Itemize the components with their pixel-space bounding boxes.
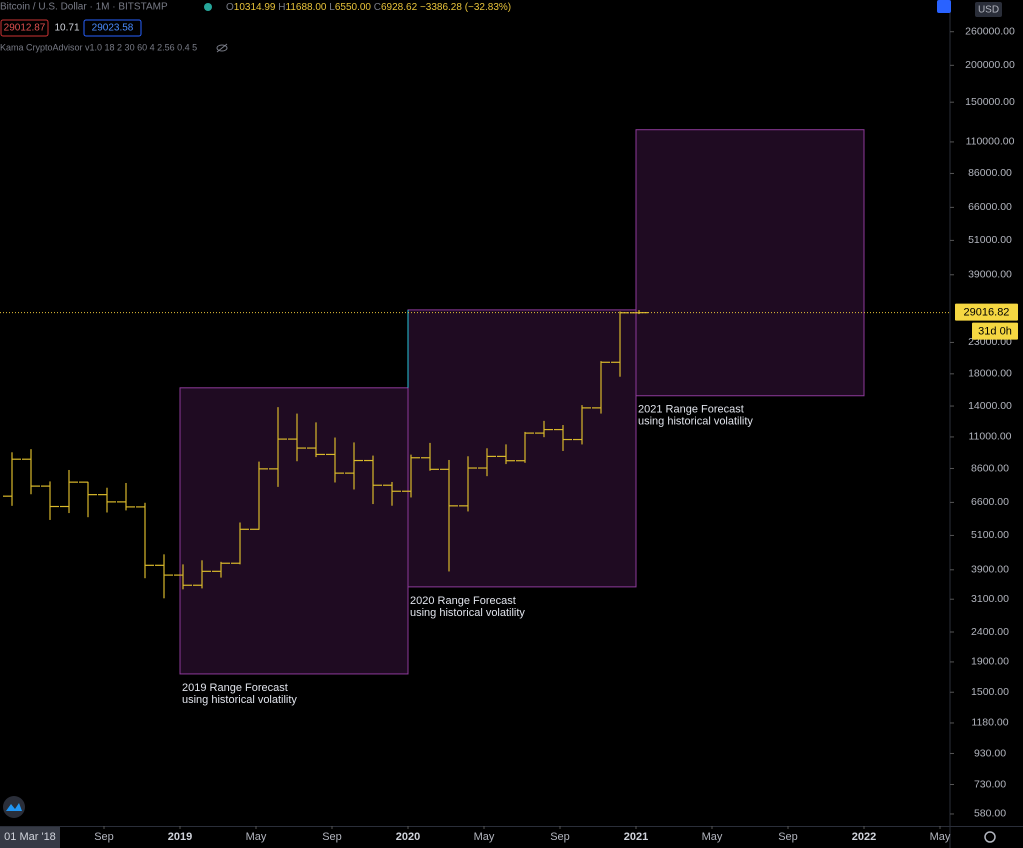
y-tick-label: 2400.00: [971, 626, 1009, 638]
range-label: using historical volatility: [410, 607, 525, 619]
x-tick-label: Sep: [550, 831, 570, 843]
range-box: [179, 387, 409, 675]
visibility-icon[interactable]: [216, 43, 228, 53]
currency: USD: [978, 5, 999, 16]
ohlc-key: L: [329, 2, 335, 13]
logo-mark: [6, 803, 22, 811]
range-label: using historical volatility: [638, 416, 753, 428]
y-tick-label: 930.00: [974, 747, 1006, 759]
y-tick-label: 1900.00: [971, 656, 1009, 668]
y-tick-label: 39000.00: [968, 269, 1012, 281]
indicator[interactable]: Kama CryptoAdvisor v1.0 18 2 30 60 4 2.5…: [0, 42, 197, 52]
x-tick-label: May: [930, 831, 951, 843]
x-tick-label: May: [702, 831, 723, 843]
symbol[interactable]: Bitcoin / U.S. Dollar · 1M · BITSTAMP: [0, 2, 168, 13]
logo[interactable]: [3, 796, 25, 818]
y-tick-label: 18000.00: [968, 368, 1012, 380]
header: Bitcoin / U.S. Dollar · 1M · BITSTAMP O1…: [0, 0, 1002, 53]
range-box: [407, 309, 637, 588]
y-tick-label: 51000.00: [968, 234, 1012, 246]
y-tick-label: 1180.00: [971, 717, 1008, 729]
ohlc-value: 11688.00: [286, 2, 327, 13]
ohlc-value: 6928.62: [381, 2, 418, 13]
x-tick-label: 2019: [168, 831, 192, 843]
y-tick-label: 86000.00: [968, 167, 1012, 179]
x-tick-label: Sep: [778, 831, 798, 843]
y-tick-label: 5100.00: [971, 529, 1009, 541]
ohlc-value: 10314.99: [234, 2, 276, 13]
ohlc-value: 6550.00: [335, 2, 372, 13]
x-tick-label: May: [246, 831, 267, 843]
ask-box[interactable]: [83, 19, 142, 37]
bid-box[interactable]: [0, 19, 49, 37]
ohlc-key: H: [278, 2, 285, 13]
x-tick-label: 2021: [624, 831, 648, 843]
spread: 10.71: [54, 23, 79, 34]
market-status[interactable]: [204, 3, 212, 11]
currency-box[interactable]: [975, 2, 1002, 17]
countdown-box: [972, 322, 1018, 340]
range-label: using historical volatility: [182, 694, 297, 706]
range-label: 2020 Range Forecast: [410, 595, 516, 607]
ohlc-change: −3386.28 (−32.83%): [420, 2, 511, 13]
y-tick-label: 3100.00: [971, 593, 1009, 605]
scale-button[interactable]: [937, 0, 951, 13]
y-tick-label: 8600.00: [971, 462, 1009, 474]
y-tick-label: 66000.00: [968, 201, 1012, 213]
y-tick-label: 260000.00: [965, 25, 1015, 37]
countdown-label: 31d 0h: [978, 326, 1012, 338]
ask: 29023.58: [92, 23, 134, 34]
x-tick-label: May: [474, 831, 495, 843]
y-tick-label: 150000.00: [965, 96, 1015, 108]
y-tick-label: 730.00: [974, 778, 1006, 790]
ohlc-key: O: [226, 2, 234, 13]
range-label: 2019 Range Forecast: [182, 682, 288, 694]
x-tick-label: Sep: [94, 831, 114, 843]
ohlc-legend: O10314.99 H11688.00 L6550.00 C6928.62 −3…: [226, 2, 511, 13]
x-tick-label: Sep: [322, 831, 342, 843]
y-tick-label: 200000.00: [965, 59, 1015, 71]
x-tick-label: 01 Mar '18: [4, 831, 56, 843]
y-tick-label: 110000.00: [966, 136, 1015, 148]
y-tick-label: 3900.00: [971, 564, 1009, 576]
last-price-box: [955, 303, 1018, 321]
range-box: [635, 129, 865, 397]
y-tick-label: 14000.00: [968, 400, 1012, 412]
y-tick-label: 1500.00: [971, 686, 1009, 698]
bid: 29012.87: [4, 23, 46, 34]
y-tick-label: 580.00: [974, 808, 1006, 820]
x-tick-label: 2022: [852, 831, 876, 843]
settings-icon[interactable]: [984, 831, 996, 843]
x-crosshair-box: [0, 827, 60, 848]
x-tick-label: 2020: [396, 831, 420, 843]
y-tick-label: 6600.00: [971, 496, 1009, 508]
last-price-label: 29016.82: [964, 307, 1010, 319]
y-tick-label: 11000.00: [968, 431, 1011, 443]
ohlc-key: C: [374, 2, 381, 13]
range-label: 2021 Range Forecast: [638, 404, 744, 416]
